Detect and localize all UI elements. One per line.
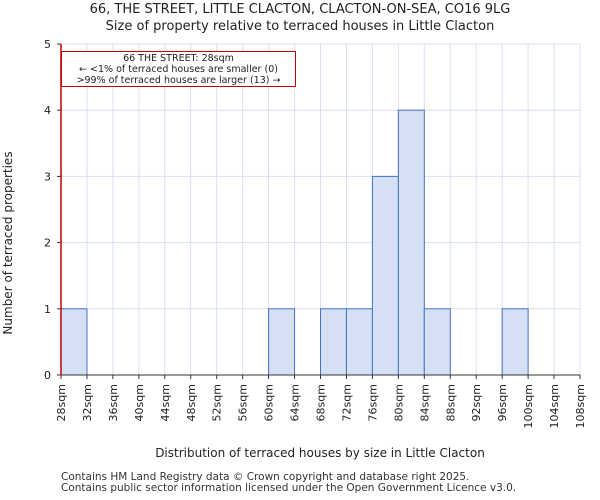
chart-subtitle: Size of property relative to terraced ho… [105,19,495,34]
x-tick-label: 100sqm [522,384,535,428]
annotation-line-2: ← <1% of terraced houses are smaller (0) [79,64,278,75]
x-tick-label: 28sqm [55,384,68,421]
x-tick-label: 32sqm [81,384,94,421]
footer-line-1: Contains HM Land Registry data © Crown c… [61,471,470,483]
y-axis-label: Number of terraced properties [1,151,15,334]
annotation-line-1: 66 THE STREET: 28sqm [123,53,234,64]
x-tick-label: 72sqm [340,384,353,421]
histogram-bar [501,308,529,376]
y-tick-label: 3 [44,170,51,183]
y-tick-label: 4 [44,104,51,117]
y-tick-label: 1 [44,303,51,316]
histogram-bar [345,308,373,376]
histogram-bar [371,175,399,376]
chart-title: 66, THE STREET, LITTLE CLACTON, CLACTON-… [89,2,511,17]
x-tick-label: 108sqm [574,384,587,428]
x-tick-label: 36sqm [107,384,120,421]
x-tick-label: 80sqm [392,384,405,421]
x-tick-label: 40sqm [133,384,146,421]
y-tick-label: 2 [44,237,51,250]
footer-line-2: Contains public sector information licen… [61,482,517,494]
histogram-bar [423,308,451,376]
x-tick-label: 60sqm [263,384,276,421]
x-axis-label: Distribution of terraced houses by size … [155,446,485,460]
axis-layer: 0 1 2 3 4 5 28sqm 32sqm 36sqm 40sqm 44sqm 48sqm 52sq… [44,38,587,428]
annotation-line-3: >99% of terraced houses are larger (13) … [76,75,281,86]
x-tick-label: 76sqm [366,384,379,421]
histogram-bar [60,308,88,376]
histogram-bar [320,308,347,376]
y-tick-label: 0 [44,369,51,382]
x-tick-label: 44sqm [159,384,172,421]
footer: Contains HM Land Registry data © Crown c… [61,472,516,494]
x-tick-label: 104sqm [548,384,561,428]
x-tick-label: 84sqm [418,384,431,421]
x-tick-label: 68sqm [315,384,328,421]
property-annotation-box: 66 THE STREET: 28sqm ← <1% of terraced h… [61,51,296,87]
x-tick-label: 56sqm [237,384,250,421]
y-tick-label: 5 [44,38,51,51]
x-tick-label: 92sqm [470,384,483,421]
x-tick-label: 96sqm [496,384,509,421]
histogram-bar [268,308,296,376]
x-tick-label: 64sqm [289,384,302,421]
x-tick-label: 52sqm [211,384,224,421]
histogram-bar [397,109,425,376]
x-tick-label: 88sqm [444,384,457,421]
x-tick-label: 48sqm [185,384,198,421]
